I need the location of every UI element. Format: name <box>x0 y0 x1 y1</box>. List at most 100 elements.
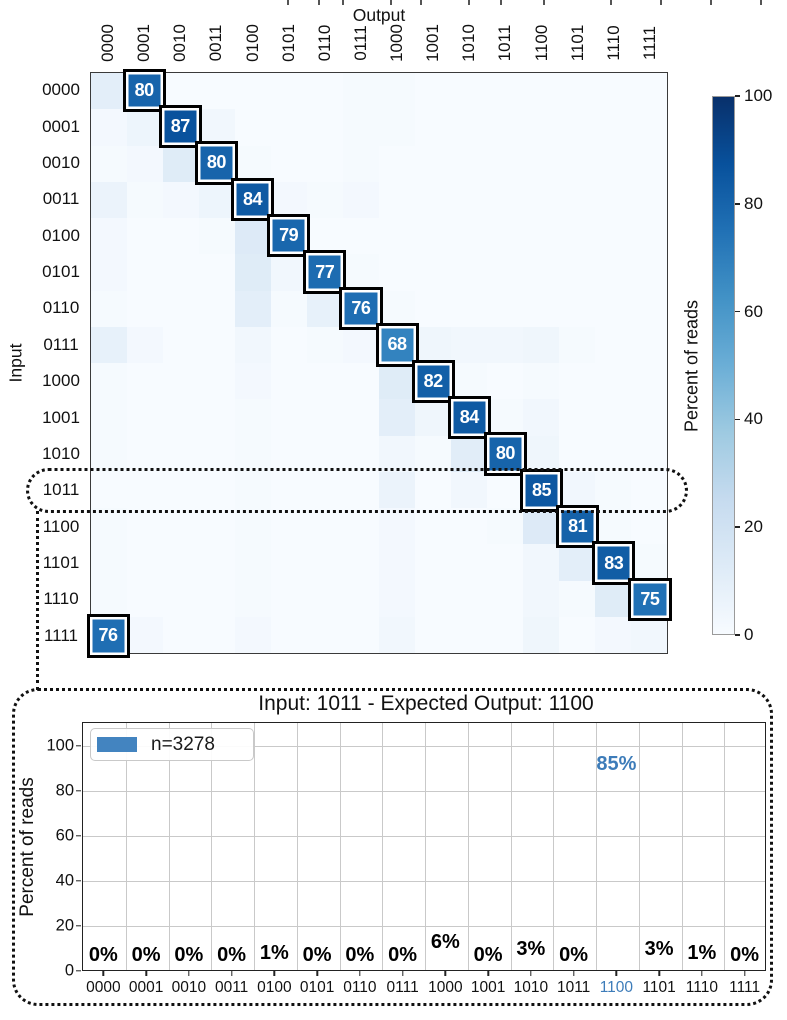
matrix-cell <box>451 218 487 255</box>
matrix-cell <box>199 181 235 218</box>
matrix-cell <box>379 399 415 436</box>
matrix-cell <box>163 326 199 363</box>
x-tick-mark <box>102 970 105 976</box>
matrix-cell <box>127 363 163 400</box>
y-tick-label: 100 <box>46 736 74 754</box>
matrix-cell <box>235 326 271 363</box>
bar-chart-title: Input: 1011 - Expected Output: 1100 <box>258 692 594 715</box>
column-tick-label: 0001 <box>134 24 154 62</box>
matrix-cell <box>271 326 307 363</box>
matrix-cell <box>271 73 307 110</box>
grid-line-vertical <box>339 723 341 970</box>
matrix-cell <box>631 218 667 255</box>
matrix-cell <box>379 73 415 110</box>
matrix-cell <box>307 616 343 653</box>
y-tick-label: 0 <box>64 961 74 979</box>
matrix-cell <box>199 290 235 327</box>
matrix-cell <box>307 290 343 327</box>
x-tick-label: 0011 <box>214 978 249 996</box>
matrix-cell <box>451 616 487 653</box>
column-tick-label: 0010 <box>170 24 190 62</box>
colorbar-tick-mark <box>735 526 740 528</box>
matrix-cell <box>199 109 235 146</box>
bar-value-label: 3% <box>644 937 674 960</box>
matrix-cell <box>307 326 343 363</box>
matrix-cell <box>415 616 451 653</box>
legend-swatch <box>97 737 137 752</box>
matrix-diagonal-cell: 80 <box>194 141 238 185</box>
matrix-cell <box>127 109 163 146</box>
bar-value-label: 0% <box>302 943 332 966</box>
matrix-cell <box>415 508 451 545</box>
matrix-cell <box>595 109 631 146</box>
bar-plot-area <box>82 722 766 971</box>
matrix-cell <box>235 580 271 617</box>
x-tick-label: 0100 <box>257 978 292 996</box>
matrix-cell <box>163 399 199 436</box>
x-tick-mark <box>530 970 532 976</box>
matrix-cell <box>163 435 199 472</box>
column-tick-label: 1111 <box>639 25 659 61</box>
crop-artifact-tick <box>660 0 662 5</box>
grid-line-vertical <box>467 723 469 970</box>
matrix-cell <box>271 181 307 218</box>
matrix-cell <box>235 399 271 436</box>
matrix-cell <box>523 109 559 146</box>
matrix-cell <box>343 254 379 291</box>
matrix-cell <box>631 508 667 545</box>
matrix-cell <box>199 326 235 363</box>
crop-artifact-tick <box>342 0 344 5</box>
matrix-diagonal-cell: 80 <box>122 68 166 112</box>
matrix-cell <box>91 399 127 436</box>
matrix-cell <box>487 109 523 146</box>
matrix-cell <box>163 181 199 218</box>
y-tick-mark <box>76 744 81 747</box>
crop-artifact-tick <box>420 0 422 5</box>
matrix-cell <box>307 363 343 400</box>
crop-artifact-tick <box>610 0 612 5</box>
matrix-cell <box>523 326 559 363</box>
matrix-cell <box>595 73 631 110</box>
matrix-cell <box>379 218 415 255</box>
bar-value-label: 0% <box>174 943 204 966</box>
matrix-cell <box>343 326 379 363</box>
matrix-cell <box>343 616 379 653</box>
matrix-cell <box>559 616 595 653</box>
row-tick-label: 1100 <box>42 516 80 536</box>
matrix-cell <box>163 508 199 545</box>
matrix-cell <box>235 145 271 182</box>
matrix-cell <box>631 290 667 327</box>
y-tick-mark <box>76 924 81 927</box>
matrix-cell <box>235 218 271 255</box>
matrix-cell <box>127 399 163 436</box>
grid-line-horizontal <box>83 745 765 747</box>
matrix-cell <box>559 544 595 581</box>
matrix-cell <box>631 254 667 291</box>
x-tick-mark <box>743 970 746 976</box>
matrix-cell <box>271 616 307 653</box>
matrix-cell <box>631 544 667 581</box>
grid-line-vertical <box>125 723 127 970</box>
matrix-cell <box>559 471 595 508</box>
matrix-cell <box>235 363 271 400</box>
matrix-cell <box>523 508 559 545</box>
matrix-cell <box>631 73 667 110</box>
matrix-cell <box>631 471 667 508</box>
matrix-cell <box>271 145 307 182</box>
matrix-cell <box>199 580 235 617</box>
matrix-cell <box>559 218 595 255</box>
matrix-cell <box>595 580 631 617</box>
crop-artifact-tick <box>287 0 289 5</box>
grid-line-vertical <box>724 723 726 970</box>
matrix-cell <box>343 399 379 436</box>
matrix-cell <box>91 218 127 255</box>
column-tick-label: 1001 <box>423 24 443 62</box>
x-tick-label: 1101 <box>642 978 676 996</box>
matrix-cell <box>199 435 235 472</box>
x-tick-label: 0111 <box>386 978 419 996</box>
matrix-diagonal-cell: 76 <box>339 286 383 331</box>
x-tick-label: 1111 <box>729 978 761 996</box>
matrix-cell <box>451 471 487 508</box>
matrix-cell <box>631 399 667 436</box>
matrix-cell <box>451 73 487 110</box>
